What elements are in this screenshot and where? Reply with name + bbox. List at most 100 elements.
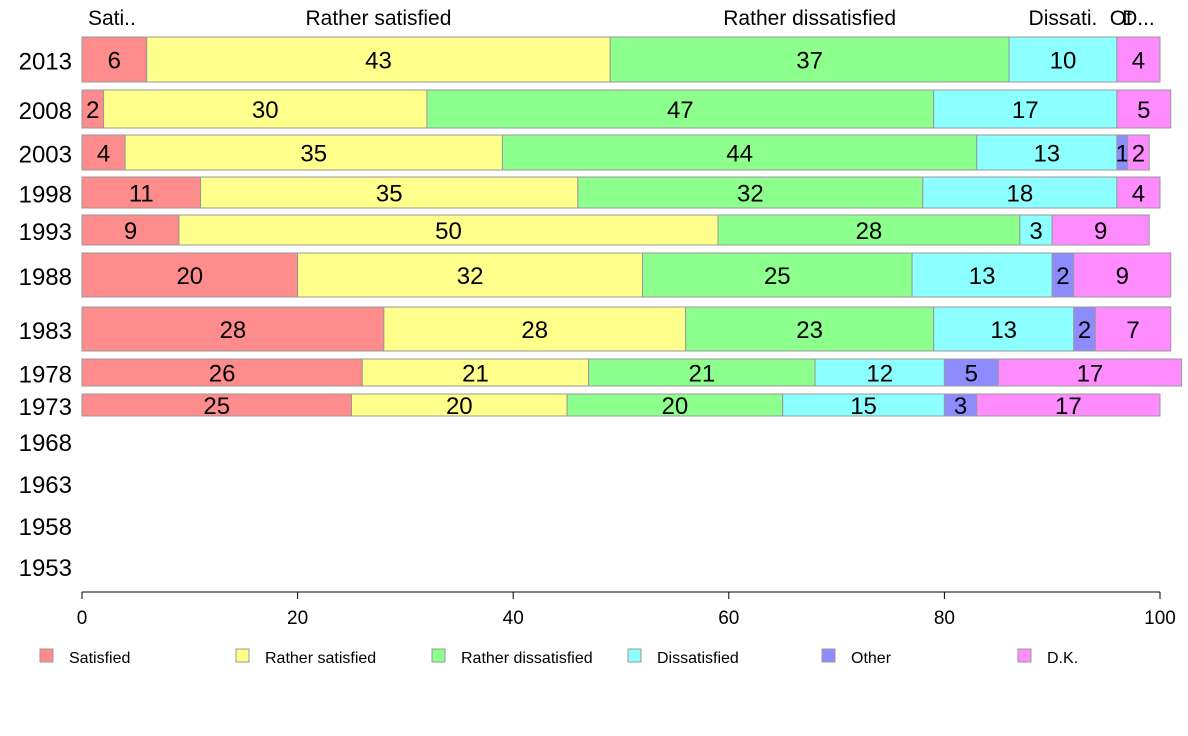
year-label: 2003 [19,142,72,169]
year-label: 1958 [19,514,72,541]
bar-value-label: 25 [764,263,791,290]
legend-swatch [235,648,250,663]
bar-value-label: 35 [376,181,403,208]
legend-swatch [627,648,642,663]
bar-segment [103,89,428,129]
bar-segment [1051,214,1150,246]
bar-value-label: 17 [1077,361,1104,388]
bar-segment [1073,252,1172,298]
bar-segment [1116,176,1161,209]
year-label: 2008 [19,98,72,125]
column-header: Rather dissatisfied [723,7,896,30]
column-header: D... [1122,7,1155,30]
bar-value-label: 2 [1078,317,1091,344]
bar-segment [297,252,644,298]
bar-value-label: 50 [435,218,462,245]
year-label: 1998 [19,182,72,209]
bar-value-label: 12 [866,361,893,388]
bar-value-label: 25 [203,393,230,420]
x-tick-label: 100 [1144,608,1176,629]
bar-value-label: 23 [796,317,823,344]
x-tick-label: 80 [934,608,955,629]
bar-segment [976,393,1161,417]
legend-swatch [821,648,836,663]
column-header: Ot [1110,7,1132,30]
bar-value-label: 13 [990,317,1017,344]
column-header: Rather satisfied [305,7,451,30]
bar-value-label: 7 [1126,317,1139,344]
bar-segment [178,214,719,246]
bar-value-label: 30 [252,97,279,124]
legend-swatch [1017,648,1032,663]
bar-value-label: 20 [662,393,689,420]
x-tick-label: 20 [287,608,308,629]
bar-segment [124,134,503,171]
bar-segment [200,176,579,209]
bar-value-label: 15 [850,393,877,420]
bar-segment [1116,89,1172,129]
bar-segment [81,214,180,246]
year-label: 1963 [19,472,72,499]
bar-value-label: 9 [1116,263,1129,290]
bar-value-label: 1 [1116,141,1129,168]
bar-segment [426,89,935,129]
bar-segment [911,252,1053,298]
year-label: 2013 [19,49,72,76]
bar-segment [814,358,945,387]
year-label: 1953 [19,555,72,582]
bar-segment [1019,214,1053,246]
column-header: Sati.. [88,7,136,30]
bar-value-label: 18 [1007,181,1034,208]
bar-value-label: 21 [462,361,489,388]
bar-value-label: 28 [521,317,548,344]
bar-segment [501,134,978,171]
legend-label: Rather dissatisfied [461,650,593,667]
bar-value-label: 2 [1132,141,1145,168]
bar-value-label: 10 [1050,48,1077,75]
bar-segment [922,176,1118,209]
year-label: 1988 [19,264,72,291]
bar-value-label: 20 [176,263,203,290]
legend-label: Other [851,650,892,667]
bar-value-label: 5 [965,361,978,388]
x-axis: 0 20 40 60 80 100 [77,591,1176,629]
bar-value-label: 17 [1012,97,1039,124]
bar-segment [81,252,299,298]
bar-segment [933,306,1075,352]
year-label: 1973 [19,394,72,421]
x-tick-label: 0 [77,608,88,629]
bar-segment [717,214,1021,246]
bar-value-label: 32 [457,263,484,290]
bar-segment [997,358,1183,387]
bar-segment [81,176,202,209]
bar-segment [685,306,935,352]
year-label: 1993 [19,219,72,246]
bar-value-label: 20 [446,393,473,420]
bar-value-label: 47 [667,97,694,124]
bar-value-label: 28 [220,317,247,344]
year-label: 1968 [19,430,72,457]
bar-value-label: 37 [796,48,823,75]
legend-swatch [431,648,446,663]
bar-segment [383,306,687,352]
legend-label: D.K. [1047,650,1078,667]
column-header: Dissati. [1029,7,1098,30]
bar-value-label: 3 [954,393,967,420]
legend-swatch [39,648,54,663]
x-tick-label: 60 [718,608,739,629]
bar-value-label: 2 [86,97,99,124]
legend: Satisfied Rather satisfied Rather dissatis… [39,648,1078,667]
bar-value-label: 4 [1132,48,1145,75]
bar-value-label: 32 [737,181,764,208]
top-labels: Sati.. Rather satisfied Rather dissatisfie… [88,7,1155,30]
bar-value-label: 4 [1132,181,1145,208]
bar-segment [642,252,913,298]
bar-segment [81,358,363,387]
bar-segment [146,36,611,83]
bar-value-label: 21 [688,361,715,388]
year-labels: 2013 2008 2003 1998 1993 1988 1983 1978 1973 1968… [19,49,72,583]
bar-value-label: 35 [300,141,327,168]
bar-value-label: 4 [97,141,110,168]
bar-segment [577,176,924,209]
bar-value-label: 6 [108,48,121,75]
